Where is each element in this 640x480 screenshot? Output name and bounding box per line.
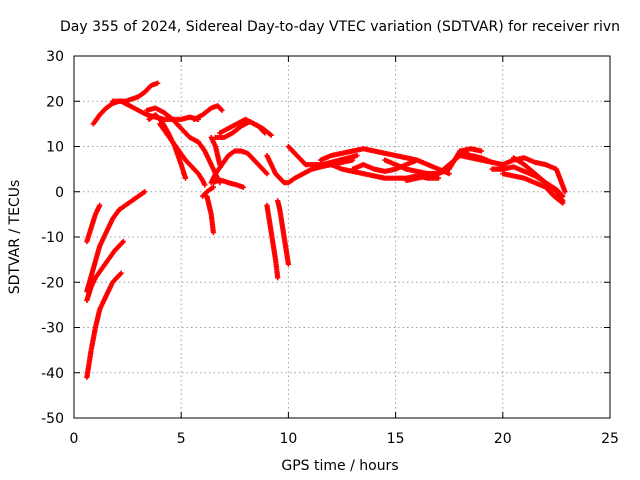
series-arc-19 <box>275 198 291 267</box>
data-point <box>240 184 246 190</box>
x-tick-label: 0 <box>70 431 79 447</box>
series-arc-27 <box>457 148 568 195</box>
y-tick-label: -50 <box>41 411 64 427</box>
data-point <box>354 152 360 159</box>
series-arc-3 <box>84 202 103 245</box>
series-arc-13 <box>208 148 270 186</box>
series-arc-8 <box>157 121 208 188</box>
y-tick-label: -30 <box>41 321 64 337</box>
series-arc-12 <box>200 184 216 199</box>
y-tick-label: -40 <box>41 366 64 382</box>
series-arc-1 <box>84 270 124 380</box>
x-tick-label: 10 <box>279 431 297 447</box>
series-arc-2 <box>84 238 126 303</box>
data-point <box>446 171 452 177</box>
data-point <box>142 189 148 195</box>
x-tick-label: 20 <box>494 431 512 447</box>
axis-ticks: 0 5 10 15 20 25 -50 -40 -30 -20 -10 0 10 20 30 <box>41 49 619 447</box>
series-arc-10 <box>191 103 225 122</box>
grid-lines <box>74 56 610 418</box>
data-point <box>217 162 223 168</box>
series-arc-14 <box>210 177 246 190</box>
data-point <box>560 198 566 204</box>
y-axis-title: SDTVAR / TECUs <box>7 180 23 295</box>
series-arc-18 <box>264 202 281 281</box>
data-point <box>210 229 216 236</box>
x-tick-label: 15 <box>387 431 405 447</box>
data-point <box>478 148 484 154</box>
data-point <box>264 171 270 177</box>
series-arc-16 <box>217 116 274 138</box>
series-arc-4 <box>84 189 148 294</box>
data-point <box>275 275 281 281</box>
series-arc-7 <box>146 112 189 181</box>
data-point <box>202 182 208 188</box>
data-point <box>155 80 161 86</box>
x-tick-label: 25 <box>601 431 619 447</box>
series-arc-21 <box>285 143 360 168</box>
y-tick-label: -20 <box>41 275 64 291</box>
y-tick-label: 0 <box>55 185 64 201</box>
data-point <box>120 238 126 245</box>
data-point <box>97 202 103 208</box>
series-arc-11 <box>204 193 216 236</box>
data-point <box>118 270 124 276</box>
data-point <box>285 261 291 267</box>
y-tick-label: 20 <box>46 94 64 110</box>
data-point <box>562 189 568 195</box>
series-arc-30 <box>510 155 566 204</box>
series-arc-22 <box>317 146 420 163</box>
data-point <box>435 175 442 181</box>
y-tick-label: 10 <box>46 140 64 156</box>
data-point <box>219 107 225 113</box>
y-tick-label: 30 <box>46 49 64 65</box>
data-point <box>268 132 274 138</box>
data-points <box>84 80 568 380</box>
y-tick-label: -10 <box>41 230 64 246</box>
x-tick-label: 5 <box>177 431 186 447</box>
data-point <box>210 184 216 190</box>
chart-title: Day 355 of 2024, Sidereal Day-to-day VTE… <box>60 19 620 35</box>
data-point <box>182 175 189 181</box>
series-arc-17 <box>208 134 223 168</box>
x-axis-title: GPS time / hours <box>281 458 398 474</box>
series-arc-25 <box>382 146 484 177</box>
